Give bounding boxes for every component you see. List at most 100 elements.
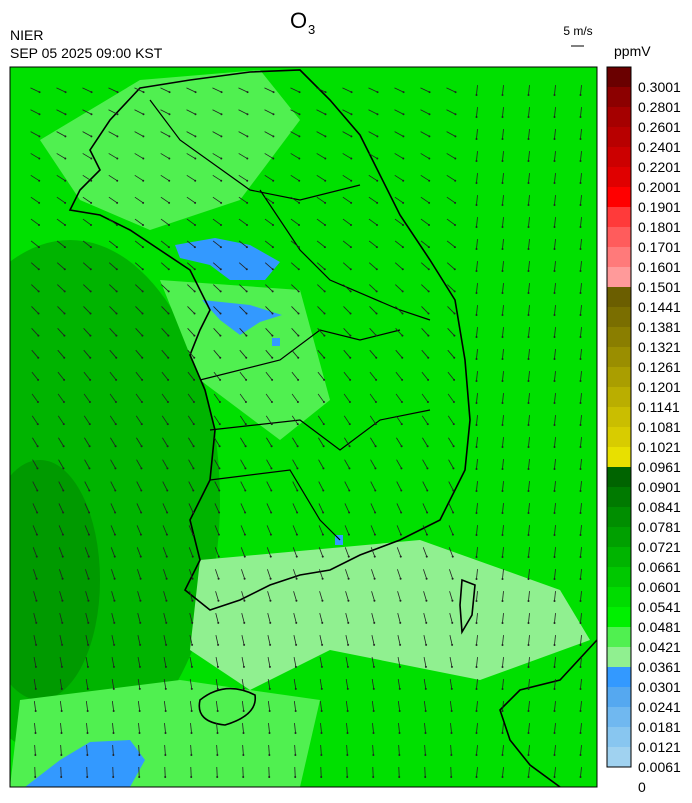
wind-arrow-head [373, 622, 375, 624]
wind-arrow-head [112, 754, 114, 756]
wind-arrow-head [454, 158, 456, 160]
wind-arrow-head [428, 180, 430, 182]
wind-arrow-head [554, 776, 556, 778]
wind-arrow-head [34, 732, 36, 734]
wind-arrow-head [295, 688, 297, 690]
wind-arrow-head [400, 534, 402, 536]
wind-arrow-head [320, 776, 322, 778]
wind-arrow-head [554, 644, 556, 646]
wind-arrow-head [220, 290, 222, 292]
wind-arrow-head [428, 246, 430, 248]
wind-arrow-head [580, 248, 582, 250]
wind-arrow-head [476, 732, 478, 734]
wind-arrow-head [528, 226, 530, 228]
wind-arrow-head [217, 644, 219, 646]
wind-arrow-head [243, 600, 245, 602]
wind-arrow-head [476, 424, 478, 426]
colorbar-label: 0.0481 [638, 619, 681, 635]
wind-arrow-head [528, 160, 530, 162]
wind-arrow-head [451, 666, 453, 668]
wind-arrow-head [502, 380, 504, 382]
wind-arrow-head [294, 732, 296, 734]
wind-arrow-head [528, 732, 530, 734]
colorbar-label: 0.1601 [638, 259, 681, 275]
wind-arrow-head [400, 556, 402, 558]
wind-arrow-head [191, 600, 193, 602]
wind-arrow-head [348, 512, 350, 514]
wind-arrow-head [218, 489, 220, 491]
colorbar-label: 0.1701 [638, 239, 681, 255]
wind-arrow-head [64, 158, 66, 160]
wind-arrow-head [90, 202, 92, 204]
wind-arrow-head [347, 710, 349, 712]
colorbar-swatch [607, 87, 631, 108]
wind-arrow-head [141, 379, 143, 381]
wind-arrow-head [324, 224, 326, 226]
wind-arrow-head [476, 754, 478, 756]
wind-arrow-head [377, 91, 379, 93]
wind-arrow-head [528, 754, 530, 756]
wind-arrow-head [347, 644, 349, 646]
wind-arrow-head [298, 290, 300, 292]
wind-arrow-head [115, 445, 117, 447]
wind-arrow-head [140, 556, 142, 558]
wind-arrow-head [580, 622, 582, 624]
colorbar-label: 0.1901 [638, 199, 681, 215]
wind-arrow-head [113, 666, 115, 668]
wind-arrow-head [38, 113, 40, 115]
wind-arrow-head [580, 710, 582, 712]
wind-arrow-head [116, 224, 118, 226]
wind-arrow-head [89, 401, 91, 403]
wind-arrow-head [35, 666, 37, 668]
wind-arrow-head [243, 710, 245, 712]
wind-arrow-head [476, 226, 478, 228]
wind-arrow-head [580, 556, 582, 558]
wind-arrow-head [61, 710, 63, 712]
wind-arrow-head [322, 512, 324, 514]
wind-arrow-head [580, 754, 582, 756]
wind-arrow-head [298, 113, 300, 115]
wind-arrow-head [401, 401, 403, 403]
wind-arrow-head [373, 644, 375, 646]
wind-arrow-head [476, 204, 478, 206]
wind-arrow-head [400, 489, 402, 491]
wind-arrow-head [90, 290, 92, 292]
wind-arrow-head [454, 113, 456, 115]
wind-arrow-head [400, 512, 402, 514]
wind-arrow-head [347, 666, 349, 668]
colorbar-label: 0.1261 [638, 359, 681, 375]
wind-arrow-head [294, 776, 296, 778]
wind-arrow-head [580, 380, 582, 382]
wind-arrow-head [192, 489, 194, 491]
wind-arrow-head [62, 467, 64, 469]
map [0, 67, 597, 787]
wind-arrow-head [167, 423, 169, 425]
wind-arrow-head [61, 644, 63, 646]
wind-arrow-head [426, 512, 428, 514]
wind-arrow-head [63, 401, 65, 403]
wind-arrow-head [502, 776, 504, 778]
wind-arrow-head [113, 644, 115, 646]
wind-arrow-head [476, 644, 478, 646]
wind-arrow-head [194, 158, 196, 160]
colorbar-swatch [607, 567, 631, 588]
wind-arrow-head [245, 357, 247, 359]
wind-arrow-head [402, 224, 404, 226]
colorbar-swatch [607, 267, 631, 288]
wind-arrow-head [193, 423, 195, 425]
wind-arrow-head [298, 313, 300, 315]
wind-arrow-head [297, 445, 299, 447]
wind-arrow-head [88, 512, 90, 514]
wind-arrow-head [528, 710, 530, 712]
wind-arrow-head [298, 268, 300, 270]
wind-arrow-head [165, 600, 167, 602]
wind-arrow-head [192, 512, 194, 514]
wind-arrow-head [246, 202, 248, 204]
colorbar: 0.30010.28010.26010.24010.22010.20010.19… [607, 67, 681, 795]
colorbar-label: 0.0961 [638, 459, 681, 475]
wind-arrow-head [38, 135, 40, 137]
wind-scale-label: 5 m/s [563, 24, 592, 38]
wind-arrow-head [502, 666, 504, 668]
colorbar-label: 0.0601 [638, 579, 681, 595]
wind-arrow-head [502, 336, 504, 338]
